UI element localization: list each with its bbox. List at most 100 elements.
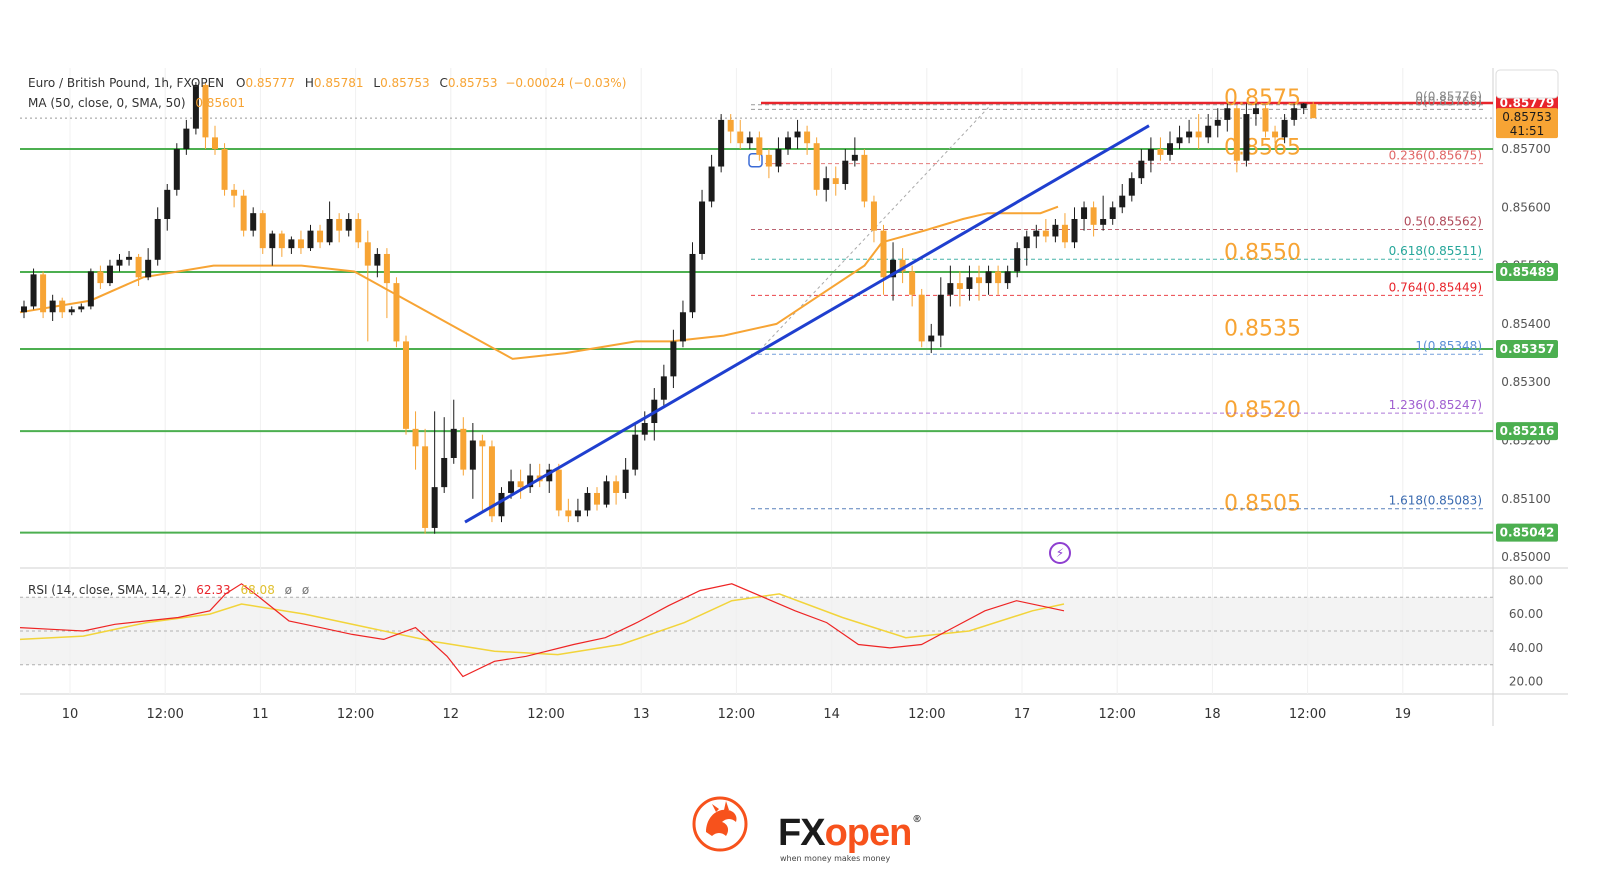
candle-body: [212, 137, 218, 150]
brand-tagline: when money makes money: [780, 854, 891, 863]
candle-body: [192, 84, 199, 129]
level-label: 0.8575: [1224, 86, 1301, 111]
brand-open: open: [824, 812, 913, 854]
candle-body: [126, 256, 133, 260]
candle-body: [756, 137, 763, 155]
candle-body: [288, 239, 295, 249]
candle-body: [718, 119, 725, 167]
rsi-extra-2: ø: [301, 583, 310, 597]
candle-body: [403, 341, 409, 429]
candle-body: [1205, 125, 1212, 138]
candle-body: [183, 128, 190, 150]
rsi-tick: 80.00: [1509, 573, 1543, 587]
change-value: −0.00024 (−0.03%): [505, 76, 627, 90]
candle-body: [1243, 114, 1250, 161]
candle-body: [87, 271, 94, 307]
candle-body: [804, 131, 811, 144]
candle-body: [699, 201, 706, 254]
candle-body: [116, 259, 123, 266]
candle-body: [355, 218, 362, 243]
fib-label: 0(0.85776): [1415, 90, 1482, 104]
brand-reg: ®: [913, 814, 920, 825]
rsi-tick: 40.00: [1509, 641, 1543, 655]
candle-body: [1291, 108, 1298, 120]
candle-body: [1023, 236, 1030, 249]
candle-body: [594, 492, 600, 505]
candle-body: [823, 178, 830, 190]
time-tick: 18: [1204, 707, 1221, 722]
rsi-legend: RSI (14, close, SMA, 14, 2) 62.33 68.08 …: [28, 583, 309, 597]
candle-body: [546, 469, 553, 482]
candle-body: [565, 510, 572, 517]
candle-body: [985, 271, 992, 284]
candle-body: [1119, 195, 1126, 208]
candle-body: [78, 306, 85, 310]
price-tag: [1496, 422, 1558, 441]
candle-body: [1176, 137, 1183, 144]
candle-body: [956, 283, 963, 289]
candle-body: [641, 423, 648, 435]
candle-body: [842, 160, 849, 185]
candle-body: [30, 274, 37, 307]
candle-body: [517, 481, 524, 488]
candle-body: [708, 166, 715, 202]
price-tick: 0.85600: [1501, 200, 1551, 214]
candle-body: [479, 440, 486, 447]
candle-body: [488, 446, 495, 517]
dragon-icon: [692, 796, 748, 852]
price-tick: 0.85300: [1501, 375, 1551, 389]
candle-body: [59, 300, 66, 313]
candle-body: [1157, 149, 1164, 155]
candle-body: [794, 131, 801, 138]
fib-label: 0.5(0.85562): [1404, 214, 1482, 228]
candle-body: [21, 306, 27, 313]
candle-body: [1071, 218, 1078, 243]
current-price-text: 0.85753: [1502, 110, 1552, 124]
chart-header: Euro / British Pound, 1h, FXOPEN O0.8577…: [28, 76, 626, 90]
fxopen-logo: FXopen ® when money makes money: [692, 796, 940, 870]
candle-body: [1100, 218, 1107, 225]
candle-body: [527, 475, 534, 488]
candle-body: [737, 131, 744, 144]
candle-body: [1195, 131, 1202, 138]
price-tag-text: 0.85357: [1500, 342, 1555, 356]
fib-label: 1.236(0.85247): [1389, 398, 1482, 412]
candle-body: [450, 428, 457, 458]
candle-body: [689, 253, 696, 313]
candle-body: [469, 440, 476, 470]
level-label: 0.8535: [1224, 316, 1301, 341]
candle-body: [422, 446, 429, 528]
candle-body: [383, 253, 390, 284]
candle-body: [1272, 131, 1279, 138]
time-tick: 12:00: [527, 707, 564, 722]
candle-body: [1014, 248, 1021, 272]
rsi-band: [20, 597, 1493, 665]
candle-body: [441, 457, 448, 488]
candle-body: [746, 137, 753, 144]
candle-body: [345, 218, 352, 231]
ma-value: 0.85601: [195, 96, 245, 110]
candle-body: [851, 154, 858, 161]
price-tag: [1496, 339, 1558, 358]
candle-body: [899, 259, 906, 272]
candle-body: [622, 469, 629, 493]
candle-body: [1090, 207, 1097, 225]
candle-body: [1281, 119, 1288, 138]
candle-body: [727, 119, 734, 132]
fxopen-wordmark: FXopen ®: [778, 812, 921, 855]
candle-body: [431, 487, 438, 528]
lightning-icon[interactable]: ⚡: [1049, 542, 1071, 564]
level-label: 0.8505: [1224, 491, 1301, 516]
candle-body: [221, 149, 228, 190]
time-tick: 12: [443, 707, 460, 722]
candle-body: [937, 294, 944, 336]
candle-body: [498, 492, 505, 517]
fib-label: 0.764(0.85449): [1389, 280, 1482, 294]
candle-body: [135, 256, 142, 278]
candle-body: [1300, 103, 1307, 109]
time-tick: 12:00: [337, 707, 374, 722]
rsi-sma-value: 68.08: [240, 583, 275, 597]
candle-body: [106, 265, 113, 284]
candle-body: [1004, 271, 1011, 284]
